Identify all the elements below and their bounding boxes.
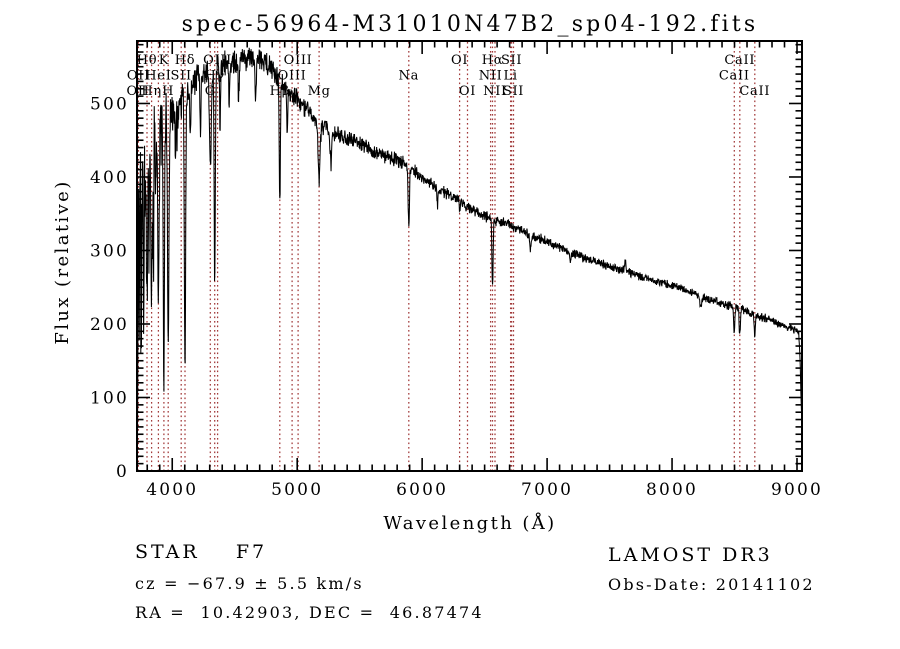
spectral-line-label: Hβ (270, 84, 290, 99)
y-axis-title: Flux (relative) (52, 179, 73, 344)
spectral-marker-lines (137, 42, 756, 470)
spectral-line-label: G (205, 84, 216, 99)
spectral-line-label: CaII (724, 53, 755, 68)
spectrum-trace (136, 47, 803, 464)
spectral-line-label: SII (171, 69, 192, 84)
object-class-text: STAR F7 (135, 541, 267, 563)
y-tick-label: 300 (90, 241, 129, 261)
spectral-line-label: Hδ (175, 53, 196, 68)
x-tick-label: 7000 (521, 480, 573, 500)
x-tick-label: 4000 (146, 480, 198, 500)
y-tick-label: 400 (90, 168, 129, 188)
spectrum-path (136, 47, 803, 464)
survey-release-text: LAMOST DR3 (608, 544, 773, 566)
spectral-line-label: OIII (284, 53, 313, 68)
plot-title: spec-56964-M31010N47B2_sp04-192.fits (182, 12, 759, 37)
x-tick-label: 5000 (271, 480, 323, 500)
spectral-line-label: OIII (278, 69, 307, 84)
spectral-line-label: OII (127, 69, 150, 84)
spectral-line-label: H (162, 84, 174, 99)
spectral-line-label: Hη (141, 84, 162, 99)
spectral-line-label: Hα (482, 53, 504, 68)
x-tick-label: 9000 (771, 480, 823, 500)
axes-frame: 4000 5000 6000 7000 8000 9000 0 100 200 300 400 500 (90, 40, 823, 500)
x-axis-title: Wavelength (Å) (383, 512, 556, 534)
y-tick-label: 100 (90, 388, 129, 408)
spectral-line-label: Na (399, 69, 420, 84)
spectral-line-label: NII (479, 69, 503, 84)
spectral-line-label: K (159, 53, 169, 68)
spectral-line-label: OI (459, 84, 476, 99)
obs-date-text: Obs-Date: 20141102 (608, 575, 815, 594)
x-tick-label: 8000 (646, 480, 698, 500)
spectral-line-label: OI (451, 53, 468, 68)
spectral-line-label: CaII (739, 84, 770, 99)
cz-velocity-text: cz = −67.9 ± 5.5 km/s (135, 574, 364, 593)
spectral-line-label: SII (503, 84, 524, 99)
y-tick-label: 500 (90, 94, 129, 114)
spectral-line-label: CaII (719, 69, 750, 84)
spectral-line-label: Mg (308, 84, 331, 99)
ra-dec-text: RA = 10.42903, DEC = 46.87474 (135, 603, 484, 622)
spectral-line-label: SII (501, 53, 522, 68)
spectral-marker-labels: OIIOIIHθHηHeIKHSIIHδGHγOIIIHβOIIIOIIIMgN… (126, 53, 770, 99)
plot-frame (136, 40, 803, 472)
spectral-line-label: HeI (145, 69, 171, 84)
spectral-line-label: Hθ (137, 53, 158, 68)
spectral-line-label: Li (503, 69, 517, 84)
y-tick-label: 200 (90, 315, 129, 335)
spectral-line-label: NII (483, 84, 507, 99)
x-tick-label: 6000 (396, 480, 448, 500)
y-tick-label: 0 (116, 462, 129, 482)
